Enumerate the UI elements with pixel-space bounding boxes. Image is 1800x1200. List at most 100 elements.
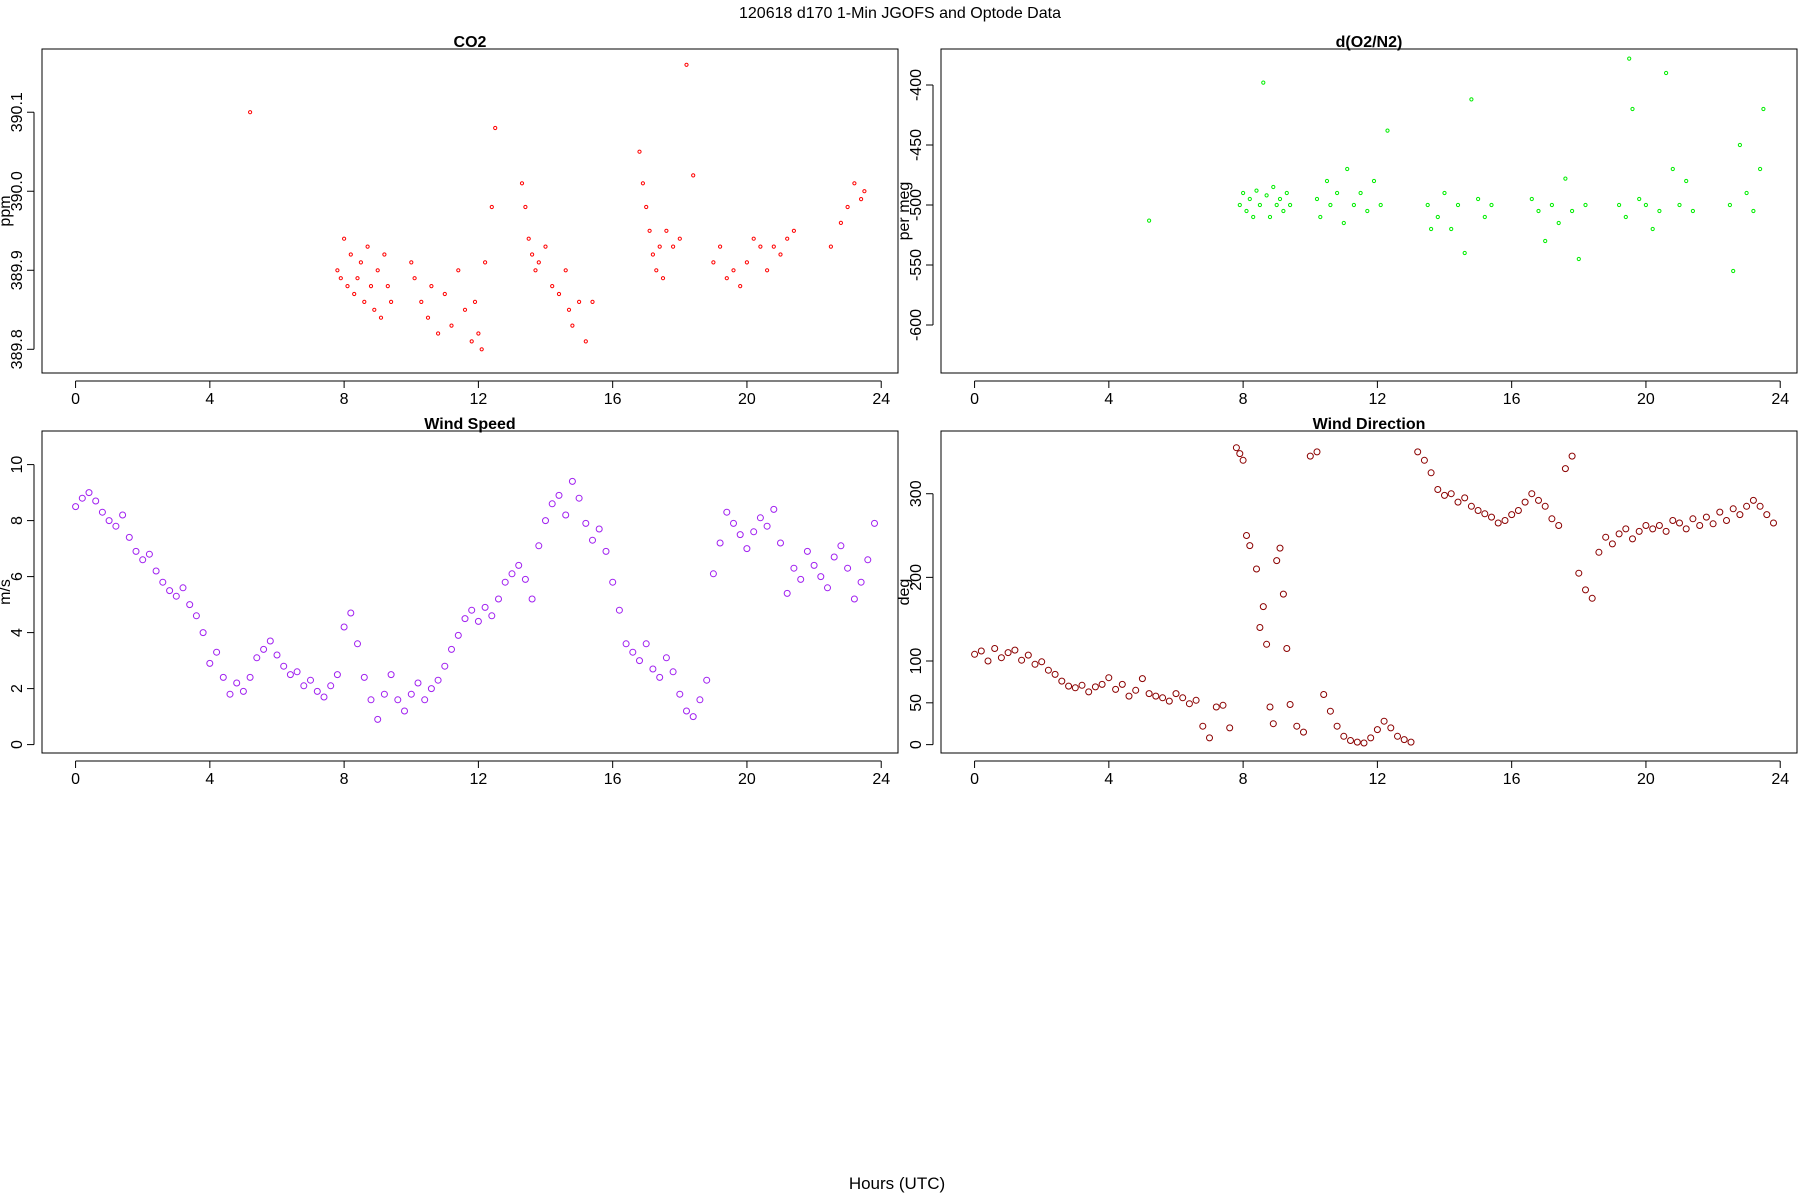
data-point: [419, 299, 424, 304]
data-point: [1716, 508, 1724, 516]
data-point: [152, 567, 160, 575]
data-point: [709, 570, 717, 578]
data-point: [803, 547, 811, 555]
x-tick-label: 20: [738, 391, 756, 408]
data-point: [436, 331, 441, 336]
data-point: [273, 651, 281, 659]
data-point: [1044, 666, 1052, 674]
data-point: [1588, 594, 1596, 602]
data-point: [1038, 658, 1046, 666]
y-tick-label: -500: [908, 189, 925, 221]
y-tick-label: -550: [908, 249, 925, 281]
data-point: [407, 690, 415, 698]
data-point: [556, 291, 562, 297]
data-point: [468, 606, 476, 614]
data-point: [703, 676, 711, 684]
data-point: [595, 525, 603, 533]
data-point: [1269, 720, 1277, 728]
data-point: [307, 676, 314, 684]
data-point: [758, 244, 763, 249]
data-point: [724, 276, 729, 281]
data-point: [1237, 202, 1242, 208]
data-point: [984, 657, 992, 665]
y-tick-label: 390.1: [9, 92, 26, 132]
data-point: [1274, 202, 1279, 208]
data-point: [971, 650, 979, 658]
x-tick-label: 20: [738, 771, 756, 788]
data-point: [751, 236, 756, 241]
data-point: [1461, 494, 1469, 502]
chart-title: CO2: [454, 34, 487, 51]
data-point: [991, 645, 999, 652]
data-point: [1770, 519, 1777, 527]
data-point: [1179, 694, 1187, 702]
data-point: [1425, 202, 1430, 208]
data-point: [92, 497, 100, 505]
data-point: [568, 477, 576, 485]
data-point: [260, 645, 268, 653]
data-point: [1283, 645, 1291, 652]
data-point: [1341, 220, 1346, 226]
data-point: [731, 268, 736, 273]
data-point: [1556, 220, 1561, 226]
data-point: [219, 673, 227, 681]
data-point: [657, 244, 662, 249]
data-point: [481, 603, 489, 611]
y-tick-label: 100: [908, 648, 925, 675]
data-point: [1434, 486, 1442, 493]
data-point: [206, 659, 214, 667]
data-point: [1340, 732, 1348, 740]
data-point: [790, 564, 798, 572]
data-point: [718, 244, 723, 249]
data-point: [1727, 202, 1733, 208]
data-point: [689, 713, 697, 721]
data-point: [380, 690, 388, 698]
data-point: [1582, 586, 1589, 594]
data-point: [691, 173, 696, 178]
data-point: [1664, 70, 1669, 76]
data-point: [248, 110, 253, 115]
data-point: [1657, 208, 1662, 214]
data-point: [365, 244, 370, 249]
data-point: [1277, 196, 1283, 202]
x-tick-label: 16: [604, 391, 622, 408]
data-point: [824, 584, 831, 592]
data-point: [871, 519, 878, 527]
data-point: [1345, 166, 1350, 172]
x-tick-label: 4: [205, 771, 214, 788]
data-point: [1617, 202, 1622, 208]
data-point: [360, 673, 368, 681]
data-point: [1071, 684, 1079, 692]
data-point: [495, 595, 502, 603]
data-point: [85, 489, 93, 497]
data-point: [1318, 214, 1323, 220]
data-point: [997, 654, 1005, 662]
x-tick-label: 20: [1637, 391, 1655, 408]
data-point: [778, 252, 783, 257]
data-point: [226, 690, 234, 698]
data-point: [1561, 465, 1569, 473]
data-point: [589, 536, 596, 544]
x-tick-label: 0: [71, 391, 80, 408]
plot-frame: [940, 430, 1798, 754]
data-point: [1548, 515, 1556, 523]
data-point: [1192, 696, 1200, 704]
data-point: [1435, 214, 1440, 220]
data-point: [649, 665, 657, 673]
data-point: [1206, 734, 1213, 742]
data-point: [1058, 677, 1066, 685]
x-tick-label: 12: [469, 771, 487, 788]
data-point: [1251, 214, 1256, 220]
data-point: [1246, 542, 1254, 550]
data-point: [179, 584, 187, 592]
data-point: [1696, 522, 1704, 529]
data-point: [454, 631, 462, 639]
data-point: [1761, 106, 1766, 112]
data-point: [1442, 190, 1447, 196]
y-tick-label: 50: [908, 694, 925, 712]
x-tick-label: 0: [970, 771, 979, 788]
x-tick-label: 24: [1771, 771, 1789, 788]
data-point: [389, 299, 394, 304]
data-point: [442, 291, 447, 297]
data-point: [1172, 690, 1180, 698]
